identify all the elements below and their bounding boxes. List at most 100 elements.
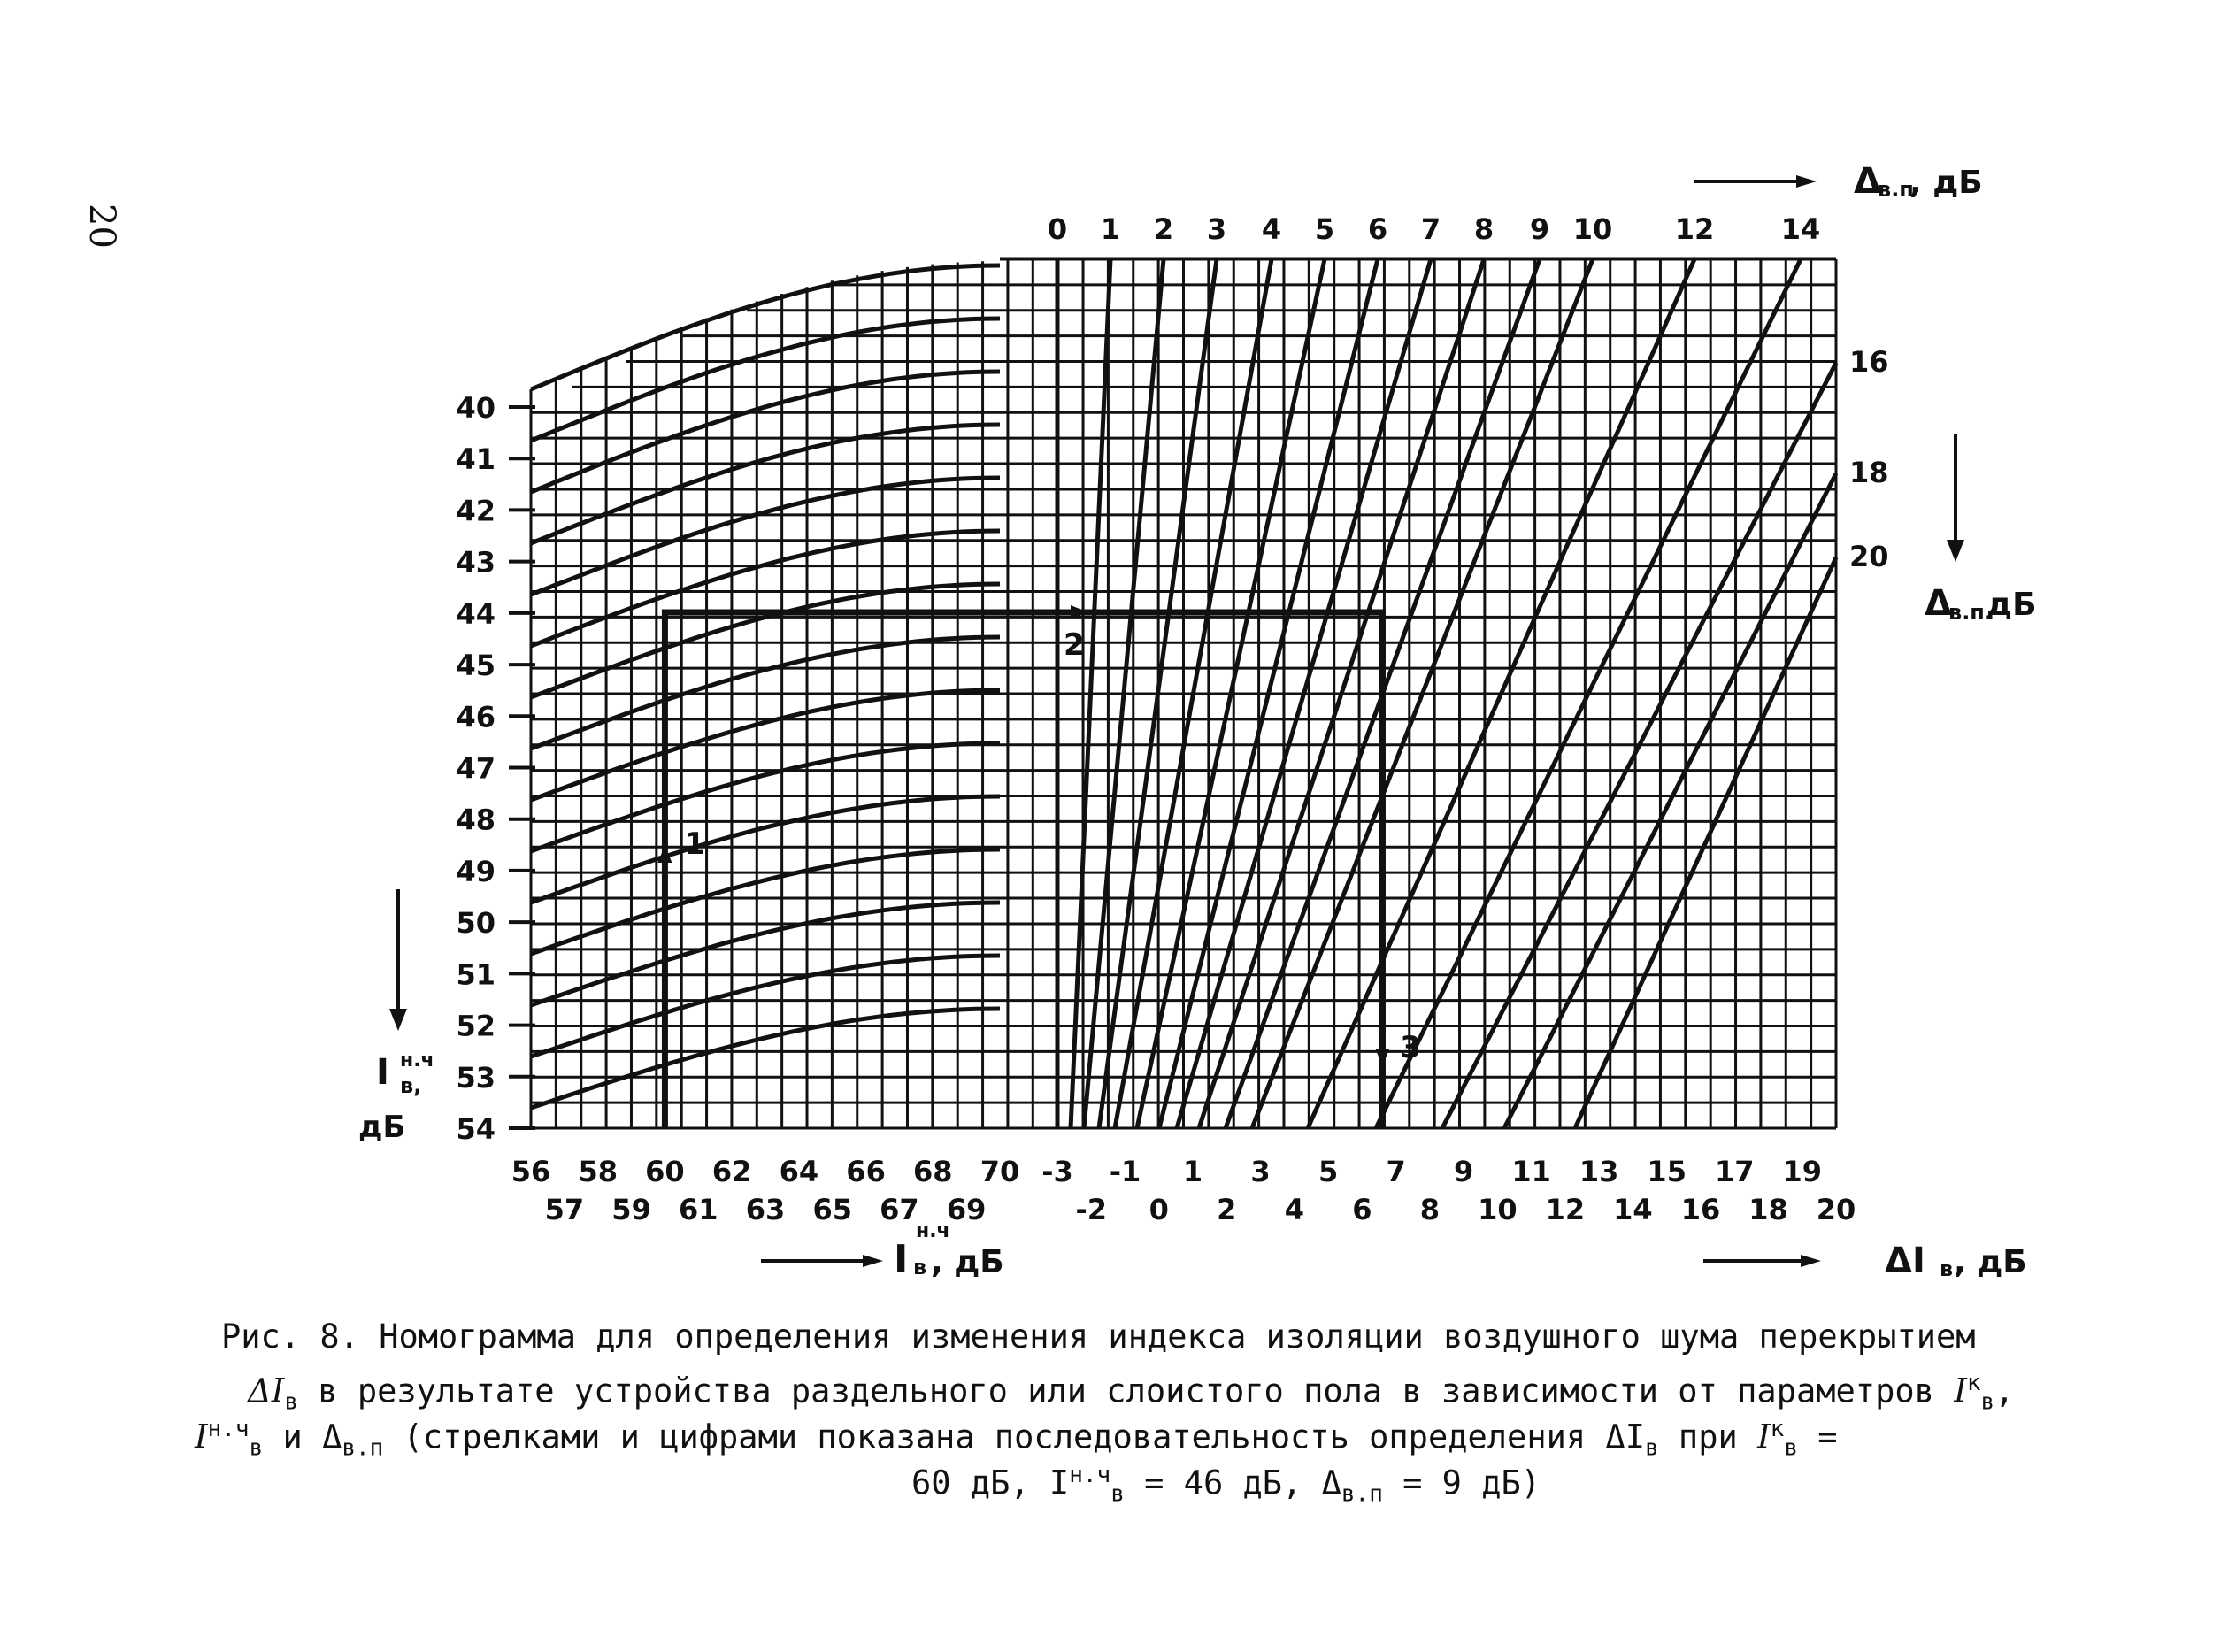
top-axis-tick: 8 (1474, 212, 1494, 246)
bottom-left-label: I (894, 1237, 908, 1282)
caption-symbol: ΔI (248, 1372, 285, 1410)
bottom-right-tick: 9 (1454, 1155, 1473, 1188)
left-axis-unit: дБ (358, 1110, 405, 1145)
caption-sub: в (1644, 1434, 1659, 1462)
bottom-right-tick: 20 (1817, 1193, 1856, 1226)
bottom-right-label: ΔI (1885, 1241, 1925, 1281)
left-axis-tick: 45 (456, 649, 496, 682)
delta-vp-line (1305, 257, 1697, 1130)
i-nch-curve (530, 263, 1001, 392)
caption-line-3: Iн.чв и Δв.п (стрелками и цифрами показа… (195, 1406, 1838, 1471)
i-nch-curve (530, 900, 1001, 1008)
delta-vp-line (1572, 556, 1839, 1130)
right-axis-tick: 16 (1849, 345, 1889, 379)
caption-symbol: I (1757, 1418, 1771, 1456)
example-path (661, 609, 1386, 1128)
top-axis-tick: 1 (1101, 212, 1120, 246)
delta-vp-line (1373, 257, 1803, 1130)
caption-sub: в (1980, 1388, 1995, 1416)
caption-symbol: I (195, 1418, 208, 1456)
arrow-right-icon (863, 1255, 883, 1267)
delta-vp-line (1134, 258, 1327, 1129)
left-axis-tick: 47 (456, 752, 496, 786)
bottom-left-tick: 64 (780, 1155, 819, 1188)
top-axis-tick: 9 (1530, 212, 1549, 246)
bottom-right-tick: 6 (1352, 1193, 1372, 1226)
left-axis-tick: 51 (456, 957, 496, 991)
example-marker: 3 (1400, 1030, 1421, 1065)
left-axis-tick: 43 (456, 546, 496, 580)
bottom-right-tick: 11 (1511, 1155, 1551, 1188)
caption-sub: в (284, 1388, 298, 1416)
bottom-right-tick: 15 (1647, 1155, 1687, 1188)
top-axis-tick: 0 (1048, 212, 1067, 246)
caption-text: = (1797, 1418, 1838, 1456)
caption-sup: н.ч (1069, 1462, 1111, 1488)
bottom-left-tick: 70 (980, 1155, 1020, 1188)
bottom-right-tick: 5 (1318, 1155, 1338, 1188)
delta-vp-line (1112, 258, 1274, 1129)
i-nch-curve (530, 794, 1001, 905)
arrow-right-icon (1801, 1255, 1821, 1267)
bottom-right-label-sub: в (1940, 1256, 1953, 1281)
bottom-right-tick: 17 (1715, 1155, 1755, 1188)
right-axis-label-sub: в.п. (1948, 600, 1993, 625)
bottom-left-tick: 63 (746, 1193, 786, 1226)
caption-sub: в.п (1341, 1480, 1383, 1508)
bottom-right-tick: 0 (1149, 1193, 1169, 1226)
caption-sup: к (1966, 1370, 1981, 1396)
top-axis-label-unit: , дБ (1909, 165, 1983, 201)
caption-sub: в (1110, 1480, 1125, 1508)
top-axis-tick: 3 (1207, 212, 1226, 246)
left-axis-tick: 53 (456, 1061, 496, 1095)
right-axis-tick: 18 (1849, 456, 1889, 489)
i-nch-curve (530, 741, 1001, 854)
right-axis-label-unit: дБ (1986, 587, 2037, 623)
i-nch-curve (530, 1006, 1001, 1110)
bottom-left-tick: 67 (880, 1193, 919, 1226)
arrow-icon (657, 845, 672, 863)
left-axis-label-sup: н.ч (400, 1049, 434, 1072)
bottom-right-tick: 12 (1546, 1193, 1586, 1226)
example-marker: 2 (1064, 627, 1085, 663)
left-axis-tick: 41 (456, 442, 496, 476)
caption-text: и Δ (263, 1418, 342, 1456)
left-axis-label-sub: в, (400, 1073, 421, 1098)
caption-symbol: I (1954, 1372, 1967, 1410)
i-nch-curve (530, 528, 1001, 649)
right-axis-label: Δ (1925, 583, 1952, 624)
bottom-left-tick: 68 (913, 1155, 953, 1188)
caption-line-4: 60 дБ, Iн.чв = 46 дБ, Δв.п = 9 дБ) (911, 1452, 1541, 1518)
top-axis-label-sub: в.п (1878, 177, 1914, 202)
bottom-right-tick: 13 (1579, 1155, 1619, 1188)
top-axis-tick: 5 (1315, 212, 1334, 246)
top-axis-label: Δ (1854, 161, 1881, 202)
top-axis-tick: 4 (1262, 212, 1281, 246)
bottom-left-tick: 65 (812, 1193, 852, 1226)
i-nch-curve (530, 316, 1001, 443)
caption-text: = 46 дБ, Δ (1124, 1464, 1341, 1502)
left-axis-tick: 48 (456, 803, 496, 837)
bottom-left-label-sup: н.ч (916, 1220, 950, 1242)
delta-vp-line (1096, 258, 1219, 1129)
bottom-left-tick: 57 (545, 1193, 585, 1226)
i-nch-curve (530, 422, 1001, 546)
bottom-left-label-sub: в (913, 1255, 926, 1279)
delta-vp-line (1440, 361, 1839, 1130)
i-nch-curve (530, 688, 1001, 803)
left-axis-tick: 44 (456, 597, 496, 631)
delta-vp-line (1196, 258, 1487, 1129)
arrow-icon (1071, 605, 1088, 619)
caption-sub: в (1784, 1434, 1798, 1462)
bottom-right-tick: 7 (1386, 1155, 1405, 1188)
caption-sub: в (249, 1434, 264, 1462)
arrow-down-icon (1947, 540, 1964, 562)
arrow-down-icon (389, 1009, 407, 1031)
caption-text: = 9 дБ) (1382, 1464, 1541, 1502)
bottom-right-tick: 14 (1613, 1193, 1653, 1226)
i-nch-curve (530, 953, 1001, 1059)
delta-vp-line (1156, 258, 1380, 1129)
bottom-right-tick: 18 (1748, 1193, 1788, 1226)
bottom-left-tick: 62 (712, 1155, 752, 1188)
